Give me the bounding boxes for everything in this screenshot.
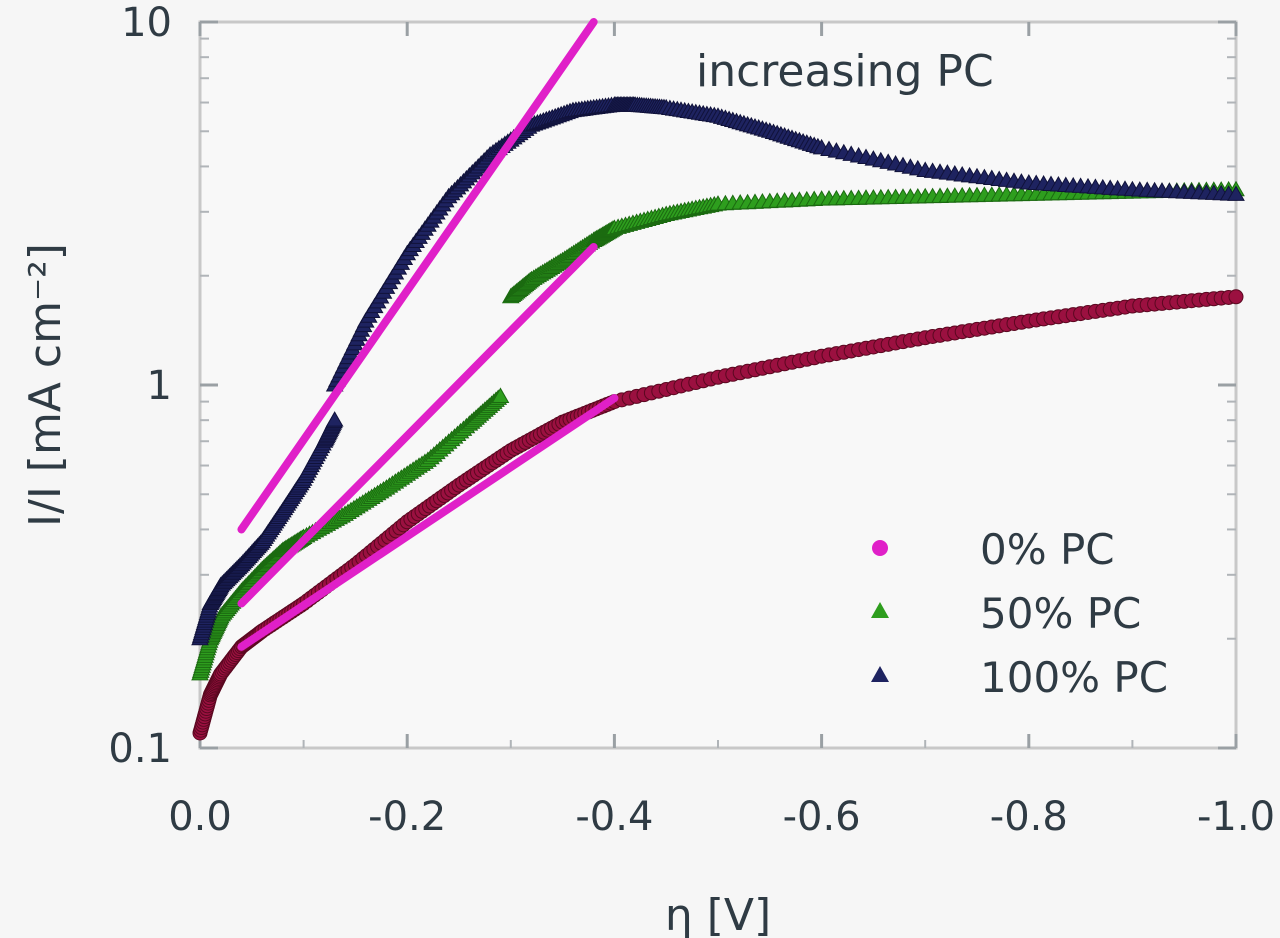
y-tick-label: 1 [147, 363, 172, 409]
y-tick-label: 10 [121, 0, 172, 46]
x-tick-label: -0.4 [575, 794, 653, 840]
data-point [1228, 289, 1244, 305]
y-axis-label: I/I [mA cm⁻²] [20, 243, 71, 527]
legend: 0% PC 50% PC 100% PC [871, 525, 1168, 702]
legend-marker [871, 602, 889, 618]
fit-line [237, 18, 598, 534]
data-point [325, 411, 344, 427]
x-tick-label: -1.0 [1197, 794, 1275, 840]
data-point [1227, 185, 1245, 201]
x-axis: 0.0 -0.2 -0.4 -0.6 -0.8 -1.0 [168, 22, 1275, 840]
data-point [491, 387, 510, 403]
fit-lines [237, 18, 619, 651]
x-tick-label: 0.0 [168, 794, 232, 840]
x-tick-label: -0.6 [783, 794, 861, 840]
fit-line [237, 394, 619, 651]
series-100-pc [191, 96, 1245, 646]
y-axis: 0.1 1 10 [108, 0, 1236, 772]
y-tick-label: 0.1 [108, 726, 172, 772]
legend-marker [872, 540, 888, 556]
plot-area [198, 20, 1238, 750]
fit-line [237, 242, 598, 608]
x-tick-label: -0.2 [368, 794, 446, 840]
legend-label: 0% PC [980, 525, 1115, 574]
legend-marker [871, 666, 889, 682]
x-axis-label: η [V] [665, 890, 771, 938]
legend-label: 100% PC [980, 653, 1168, 702]
legend-label: 50% PC [980, 589, 1141, 638]
x-tick-label: -0.8 [990, 794, 1068, 840]
annotation: increasing PC [696, 46, 994, 97]
